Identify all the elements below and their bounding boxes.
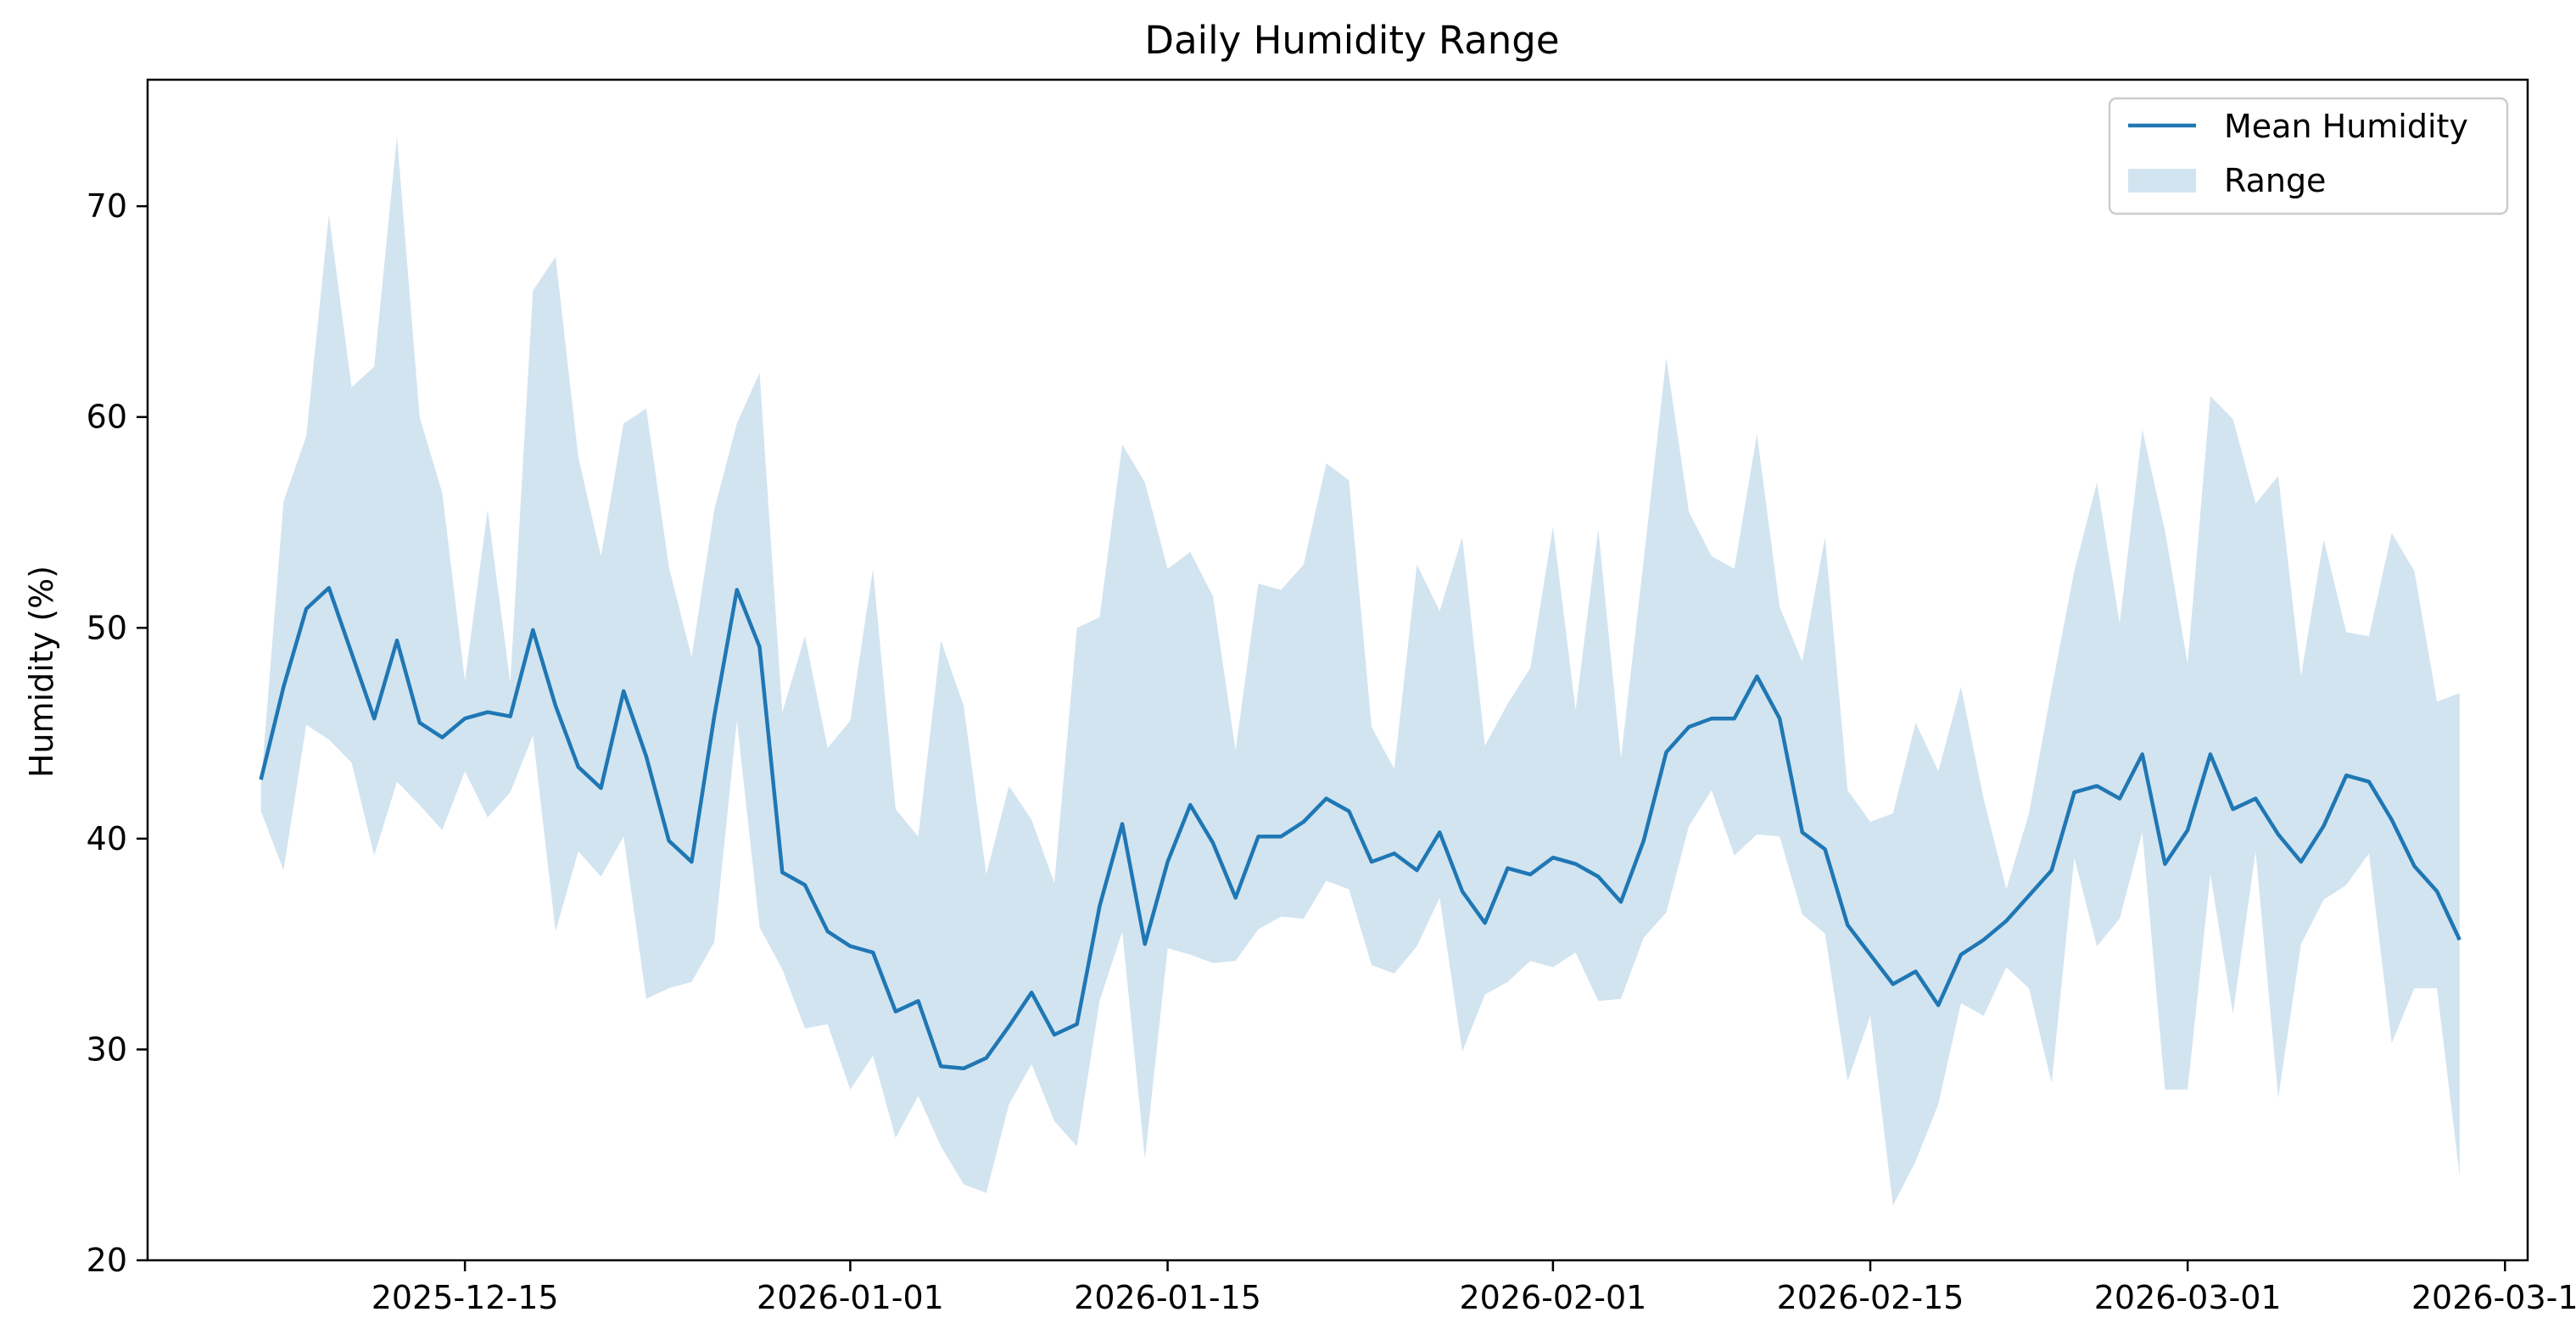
- x-tick-label: 2026-01-01: [757, 1279, 944, 1316]
- y-tick-label: 70: [87, 187, 127, 225]
- legend-box: [2108, 97, 2509, 215]
- x-tick-label: 2026-02-15: [1777, 1279, 1964, 1316]
- x-axis: 2025-12-15 2026-01-01 2026-01-15 2026-02-01…: [372, 1260, 2576, 1316]
- y-tick-label: 30: [87, 1030, 127, 1068]
- x-tick-label: 2026-02-01: [1459, 1279, 1646, 1316]
- plot-area: [259, 137, 2461, 1206]
- y-tick-label: 40: [87, 820, 127, 857]
- legend-band-swatch: [2128, 169, 2196, 193]
- y-tick-label: 20: [87, 1242, 127, 1279]
- plot-frame: [146, 78, 2529, 1262]
- y-axis-label: Humidity (%): [23, 566, 60, 778]
- y-tick-label: 50: [87, 609, 127, 646]
- mean-humidity-line: [259, 585, 2461, 1071]
- legend-label-mean: Mean Humidity: [2224, 108, 2468, 145]
- range-band: [260, 137, 2460, 1206]
- y-axis: 20 30 40 50 60 70: [87, 187, 148, 1279]
- legend-label-range: Range: [2224, 162, 2326, 199]
- y-tick-label: 60: [87, 399, 127, 436]
- legend: Mean Humidity Range: [2108, 97, 2509, 215]
- x-tick-label: 2026-01-15: [1074, 1279, 1261, 1316]
- chart-title: Daily Humidity Range: [1144, 18, 1559, 63]
- x-tick-label: 2026-03-01: [2094, 1279, 2282, 1316]
- x-tick-label: 2026-03-15: [2411, 1279, 2576, 1316]
- x-tick-label: 2025-12-15: [372, 1279, 559, 1316]
